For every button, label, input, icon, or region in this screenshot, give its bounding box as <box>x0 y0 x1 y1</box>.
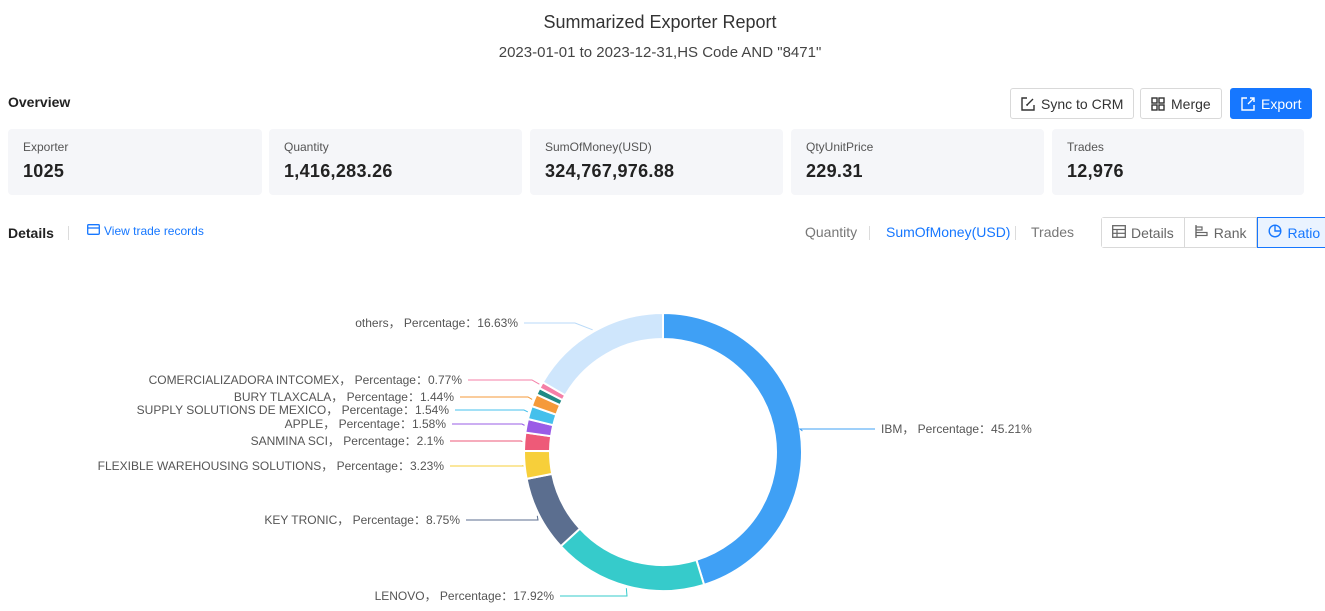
label-leader-line <box>524 322 593 331</box>
donut-slice-flexible-warehousing-solutions[interactable] <box>523 449 554 481</box>
exporter-ratio-donut-chart: IBM， Percentage：45.21% LENOVO， Percentage… <box>98 311 1032 603</box>
export-label: Export <box>1261 95 1302 112</box>
stat-card-sum-of-money: SumOfMoney(USD) 324,767,976.88 <box>530 129 783 195</box>
records-icon <box>87 224 100 238</box>
view-trade-records-label: View trade records <box>104 224 204 238</box>
label-leader-line <box>560 588 628 597</box>
merge-label: Merge <box>1171 95 1211 112</box>
view-ratio-label: Ratio <box>1287 224 1321 241</box>
tab-sum-of-money[interactable]: SumOfMoney(USD) <box>886 224 1011 240</box>
tab-quantity[interactable]: Quantity <box>805 224 858 240</box>
view-trade-records-link[interactable]: View trade records <box>87 224 204 238</box>
view-ratio-button[interactable]: Ratio <box>1257 217 1325 248</box>
divider <box>869 226 870 240</box>
view-details-button[interactable]: Details <box>1102 218 1185 247</box>
merge-button[interactable]: Merge <box>1140 88 1222 119</box>
label-leader-line <box>466 515 539 521</box>
label-leader-line <box>450 464 524 467</box>
label-leader-line <box>450 440 523 442</box>
report-subtitle: 2023-01-01 to 2023-12-31,HS Code AND "84… <box>498 44 822 61</box>
stat-label: Quantity <box>284 140 329 154</box>
view-rank-label: Rank <box>1213 224 1247 241</box>
slice-label: SUPPLY SOLUTIONS DE MEXICO， Percentage：1… <box>137 403 450 417</box>
stat-label: SumOfMoney(USD) <box>545 140 652 154</box>
slice-label: KEY TRONIC， Percentage：8.75% <box>264 513 460 527</box>
slice-label: COMERCIALIZADORA INTCOMEX， Percentage：0.… <box>149 373 463 387</box>
overview-heading: Overview <box>8 94 71 110</box>
slice-label: APPLE， Percentage：1.58% <box>285 417 447 431</box>
label-leader-line <box>460 396 533 400</box>
view-rank-button[interactable]: Rank <box>1184 218 1258 247</box>
stat-card-trades: Trades 12,976 <box>1052 129 1304 195</box>
donut-slice-ibm[interactable] <box>662 311 803 587</box>
sync-to-crm-label: Sync to CRM <box>1041 95 1124 112</box>
details-heading: Details <box>8 225 54 241</box>
tab-trades[interactable]: Trades <box>1031 224 1075 240</box>
divider <box>68 226 69 240</box>
slice-label: others， Percentage：16.63% <box>355 316 518 330</box>
slice-label: LENOVO， Percentage：17.92% <box>375 589 555 603</box>
slice-label: IBM， Percentage：45.21% <box>881 422 1032 436</box>
donut-slice-lenovo[interactable] <box>559 527 706 592</box>
donut-slice-others[interactable] <box>541 311 664 397</box>
export-button[interactable]: Export <box>1230 88 1313 119</box>
merge-icon <box>1151 96 1165 111</box>
slice-label: SANMINA SCI， Percentage：2.1% <box>251 434 445 448</box>
label-leader-line <box>798 428 875 432</box>
stat-label: QtyUnitPrice <box>806 140 874 154</box>
stat-value: 324,767,976.88 <box>545 161 675 181</box>
label-leader-line <box>452 423 525 426</box>
table-icon <box>1112 224 1126 241</box>
stat-label: Exporter <box>23 140 69 154</box>
stat-value: 229.31 <box>806 161 863 181</box>
divider <box>1015 226 1016 240</box>
label-leader-line <box>455 409 529 413</box>
view-details-label: Details <box>1131 224 1174 241</box>
stat-card-exporter: Exporter 1025 <box>8 129 262 195</box>
stat-value: 1,416,283.26 <box>284 161 393 181</box>
sync-icon <box>1021 96 1035 111</box>
stat-card-quantity: Quantity 1,416,283.26 <box>269 129 522 195</box>
label-leader-line <box>468 379 540 385</box>
report-title: Summarized Exporter Report <box>543 12 777 32</box>
pie-chart-icon <box>1268 224 1282 241</box>
sync-to-crm-button[interactable]: Sync to CRM <box>1010 88 1135 119</box>
view-switcher: Details Rank Ratio <box>1101 217 1325 248</box>
rank-bars-icon <box>1195 224 1209 241</box>
stat-label: Trades <box>1067 140 1104 154</box>
slice-label: BURY TLAXCALA， Percentage：1.44% <box>234 390 454 404</box>
stat-card-qty-unit-price: QtyUnitPrice 229.31 <box>791 129 1044 195</box>
slice-label: FLEXIBLE WAREHOUSING SOLUTIONS， Percenta… <box>98 459 445 473</box>
donut-slice-key-tronic[interactable] <box>525 472 582 548</box>
stat-value: 12,976 <box>1067 161 1124 181</box>
stat-value: 1025 <box>23 161 65 181</box>
export-icon <box>1241 96 1255 111</box>
